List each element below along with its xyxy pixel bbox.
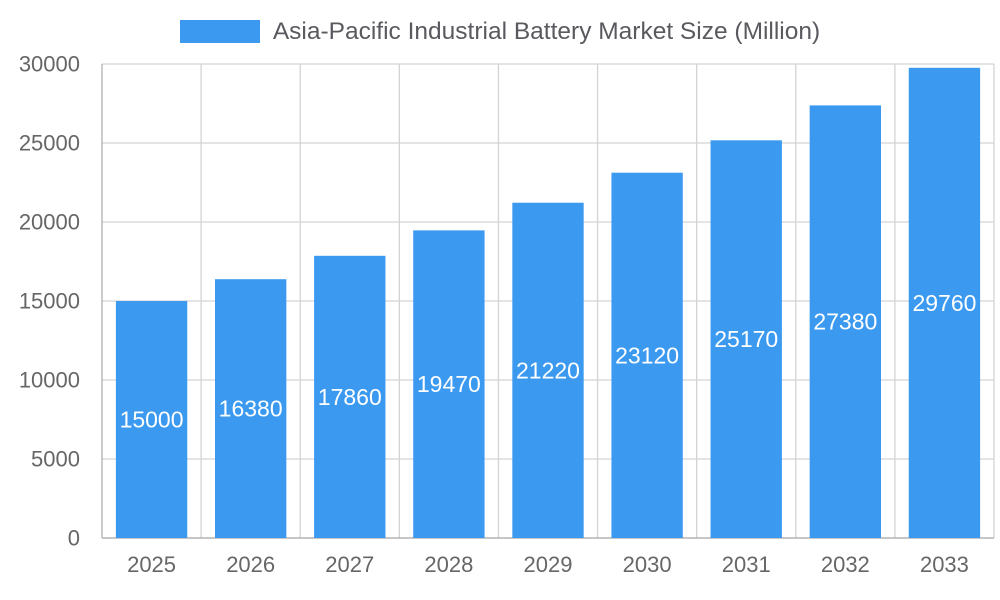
svg-text:2030: 2030 xyxy=(623,552,672,577)
svg-text:2025: 2025 xyxy=(127,552,176,577)
svg-text:2028: 2028 xyxy=(424,552,473,577)
svg-text:10000: 10000 xyxy=(19,368,80,393)
svg-text:17860: 17860 xyxy=(318,384,382,410)
svg-text:5000: 5000 xyxy=(31,447,80,472)
svg-text:2026: 2026 xyxy=(226,552,275,577)
svg-text:27380: 27380 xyxy=(813,309,877,335)
svg-text:2029: 2029 xyxy=(524,552,573,577)
svg-text:15000: 15000 xyxy=(19,289,80,314)
svg-text:2033: 2033 xyxy=(920,552,969,577)
svg-text:0: 0 xyxy=(68,526,80,551)
svg-text:2031: 2031 xyxy=(722,552,771,577)
svg-text:29760: 29760 xyxy=(912,290,976,316)
svg-text:20000: 20000 xyxy=(19,210,80,235)
svg-text:2032: 2032 xyxy=(821,552,870,577)
svg-text:2027: 2027 xyxy=(325,552,374,577)
svg-text:25170: 25170 xyxy=(714,326,778,352)
svg-text:25000: 25000 xyxy=(19,131,80,156)
svg-text:30000: 30000 xyxy=(19,52,80,77)
svg-text:21220: 21220 xyxy=(516,357,580,383)
svg-text:15000: 15000 xyxy=(120,407,184,433)
svg-text:16380: 16380 xyxy=(219,396,283,422)
svg-text:23120: 23120 xyxy=(615,342,679,368)
svg-text:19470: 19470 xyxy=(417,371,481,397)
